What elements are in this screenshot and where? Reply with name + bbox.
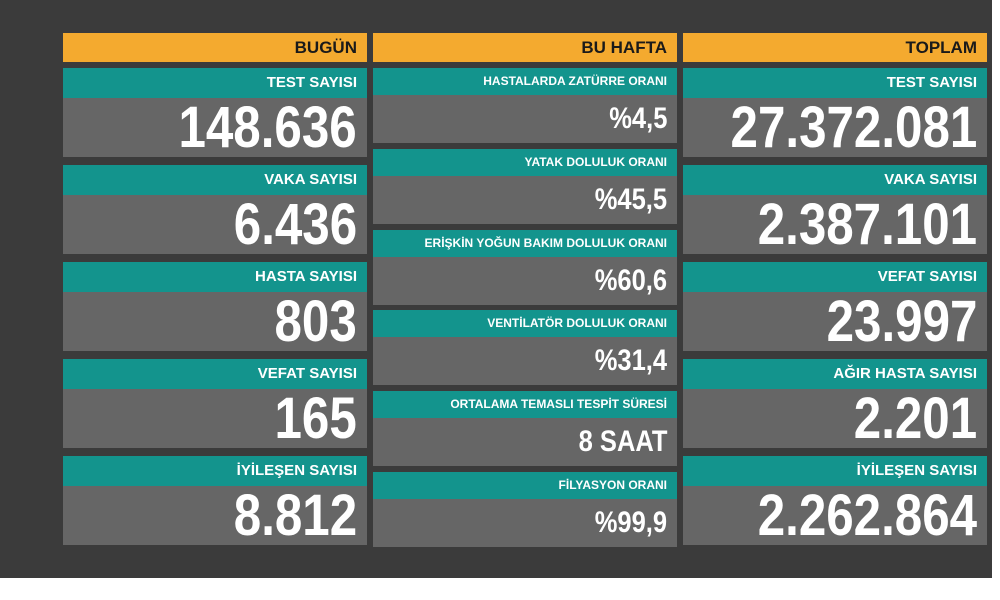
- stat-value: %4,5: [608, 102, 667, 135]
- stat-label: ERİŞKİN YOĞUN BAKIM DOLULUK ORANI: [373, 229, 677, 257]
- stat-value: 803: [274, 289, 357, 354]
- stat-value-box: %4,5: [373, 95, 677, 143]
- stat-label: ORTALAMA TEMASLI TESPİT SÜRESİ: [373, 391, 677, 419]
- stat-value: %45,5: [594, 182, 667, 216]
- stat-label: AĞIR HASTA SAYISI: [683, 359, 987, 389]
- stat-value-box: 2.262.864: [683, 486, 987, 545]
- stat-label: VAKA SAYISI: [63, 165, 367, 195]
- stat-value: 27.372.081: [730, 95, 977, 160]
- stat-value-box: 8.812: [63, 486, 367, 545]
- column-header: TOPLAM: [683, 33, 987, 62]
- stat-label: YATAK DOLULUK ORANI: [373, 148, 677, 176]
- stat-value: 23.997: [826, 289, 977, 354]
- stat-label: VENTİLATÖR DOLULUK ORANI: [373, 310, 677, 338]
- stat-value-box: 2.387.101: [683, 195, 987, 254]
- stat-value: %99,9: [594, 506, 667, 539]
- stat-value: 2.387.101: [757, 192, 977, 257]
- stat-label: HASTALARDA ZATÜRRE ORANI: [373, 68, 677, 95]
- stat-value-box: 165: [63, 389, 367, 448]
- stat-label: FİLYASYON ORANI: [373, 472, 677, 499]
- stat-value-box: 2.201: [683, 389, 987, 448]
- column-header: BU HAFTA: [373, 33, 677, 62]
- stat-value-box: 148.636: [63, 98, 367, 157]
- stat-label: İYİLEŞEN SAYISI: [683, 456, 987, 486]
- stat-value-box: 23.997: [683, 292, 987, 351]
- stat-value: 2.201: [853, 386, 977, 451]
- stat-label: VEFAT SAYISI: [63, 359, 367, 389]
- stat-value-box: %31,4: [373, 337, 677, 386]
- stat-value: 2.262.864: [757, 483, 977, 548]
- stat-value-box: 8 SAAT: [373, 418, 677, 467]
- stat-value-box: 803: [63, 292, 367, 351]
- stat-value: %60,6: [594, 263, 667, 297]
- stat-value: %31,4: [594, 344, 667, 378]
- stat-value-box: 6.436: [63, 195, 367, 254]
- stat-label: VEFAT SAYISI: [683, 262, 987, 292]
- stat-label: VAKA SAYISI: [683, 165, 987, 195]
- stat-value-box: %60,6: [373, 256, 677, 305]
- stat-value: 148.636: [178, 95, 357, 160]
- stat-label: TEST SAYISI: [63, 68, 367, 98]
- stat-label: TEST SAYISI: [683, 68, 987, 98]
- stat-value: 8 SAAT: [578, 425, 667, 459]
- stat-value: 165: [274, 386, 357, 451]
- stat-value: 8.812: [233, 483, 357, 548]
- stat-value-box: 27.372.081: [683, 98, 987, 157]
- stat-value: 6.436: [233, 192, 357, 257]
- stat-label: İYİLEŞEN SAYISI: [63, 456, 367, 486]
- stat-value-box: %99,9: [373, 499, 677, 547]
- column-header: BUGÜN: [63, 33, 367, 62]
- stat-label: HASTA SAYISI: [63, 262, 367, 292]
- stat-value-box: %45,5: [373, 175, 677, 224]
